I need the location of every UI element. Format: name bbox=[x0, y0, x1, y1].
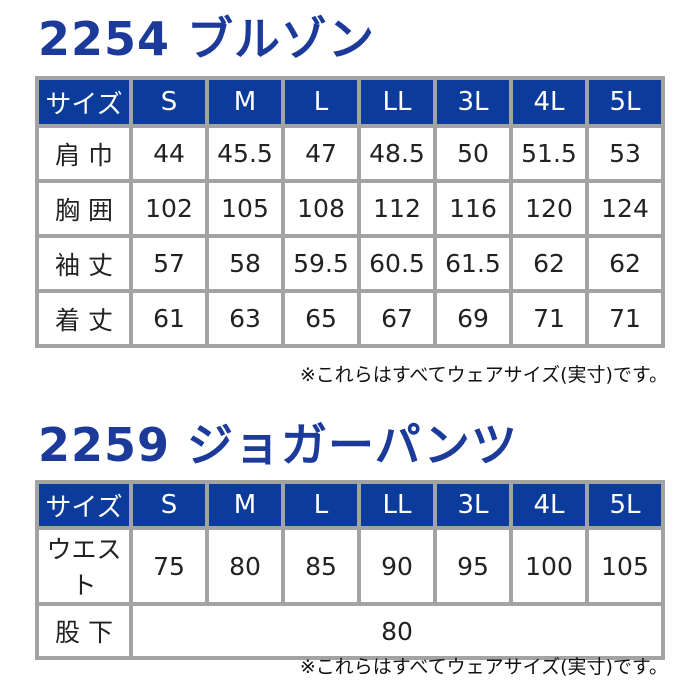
table-row: 着 丈 61 63 65 67 69 71 71 bbox=[35, 289, 665, 348]
value-cell: 59.5 bbox=[281, 234, 361, 293]
table-row: 股 下 80 bbox=[35, 602, 665, 660]
value-cell: 112 bbox=[357, 179, 437, 238]
header-cell: サイズ bbox=[35, 480, 133, 530]
value-cell: 71 bbox=[585, 289, 665, 348]
row-label: ウエスト bbox=[35, 526, 133, 606]
header-cell: 3L bbox=[433, 480, 513, 530]
header-cell: M bbox=[205, 76, 285, 128]
table-row: 胸 囲 102 105 108 112 116 120 124 bbox=[35, 179, 665, 238]
header-cell: 5L bbox=[585, 76, 665, 128]
header-cell: L bbox=[281, 76, 361, 128]
value-cell: 50 bbox=[433, 124, 513, 183]
size-table-2259: サイズ S M L LL 3L 4L 5L ウエスト 75 80 85 90 95 100 105 股 下 80 bbox=[35, 480, 665, 660]
value-cell: 69 bbox=[433, 289, 513, 348]
value-cell: 65 bbox=[281, 289, 361, 348]
size-note: ※これらはすべてウェアサイズ(実寸)です。 bbox=[299, 656, 668, 678]
header-cell: 5L bbox=[585, 480, 665, 530]
size-note: ※これらはすべてウェアサイズ(実寸)です。 bbox=[299, 364, 668, 386]
value-cell: 61 bbox=[129, 289, 209, 348]
value-cell: 75 bbox=[129, 526, 209, 606]
table-row: 肩 巾 44 45.5 47 48.5 50 51.5 53 bbox=[35, 124, 665, 183]
header-cell: L bbox=[281, 480, 361, 530]
value-cell: 53 bbox=[585, 124, 665, 183]
size-table-2254: サイズ S M L LL 3L 4L 5L 肩 巾 44 45.5 47 48.5 50 51.5 53 胸 囲… bbox=[35, 76, 665, 348]
value-cell: 45.5 bbox=[205, 124, 285, 183]
row-label: 着 丈 bbox=[35, 289, 133, 348]
value-cell: 57 bbox=[129, 234, 209, 293]
value-cell: 124 bbox=[585, 179, 665, 238]
value-cell: 105 bbox=[585, 526, 665, 606]
header-cell: 4L bbox=[509, 76, 589, 128]
value-cell: 85 bbox=[281, 526, 361, 606]
value-cell: 51.5 bbox=[509, 124, 589, 183]
value-cell: 62 bbox=[509, 234, 589, 293]
value-cell: 60.5 bbox=[357, 234, 437, 293]
row-label: 袖 丈 bbox=[35, 234, 133, 293]
value-cell: 120 bbox=[509, 179, 589, 238]
value-cell: 90 bbox=[357, 526, 437, 606]
value-cell: 63 bbox=[205, 289, 285, 348]
value-cell: 58 bbox=[205, 234, 285, 293]
value-cell: 61.5 bbox=[433, 234, 513, 293]
table-row: 袖 丈 57 58 59.5 60.5 61.5 62 62 bbox=[35, 234, 665, 293]
value-cell: 71 bbox=[509, 289, 589, 348]
product-title-2254: 2254 ブルゾン bbox=[38, 12, 376, 66]
table-row: ウエスト 75 80 85 90 95 100 105 bbox=[35, 526, 665, 606]
header-cell: LL bbox=[357, 480, 437, 530]
header-row: サイズ S M L LL 3L 4L 5L bbox=[35, 480, 665, 530]
value-cell: 116 bbox=[433, 179, 513, 238]
value-cell: 95 bbox=[433, 526, 513, 606]
value-cell: 62 bbox=[585, 234, 665, 293]
row-label: 股 下 bbox=[35, 602, 133, 660]
header-cell: S bbox=[129, 76, 209, 128]
value-cell: 105 bbox=[205, 179, 285, 238]
header-cell: S bbox=[129, 480, 209, 530]
value-cell: 67 bbox=[357, 289, 437, 348]
product-title-2259: 2259 ジョガーパンツ bbox=[38, 418, 518, 472]
value-cell: 108 bbox=[281, 179, 361, 238]
value-cell: 80 bbox=[129, 602, 665, 660]
row-label: 肩 巾 bbox=[35, 124, 133, 183]
header-cell: サイズ bbox=[35, 76, 133, 128]
value-cell: 48.5 bbox=[357, 124, 437, 183]
value-cell: 47 bbox=[281, 124, 361, 183]
value-cell: 44 bbox=[129, 124, 209, 183]
header-cell: M bbox=[205, 480, 285, 530]
value-cell: 100 bbox=[509, 526, 589, 606]
header-row: サイズ S M L LL 3L 4L 5L bbox=[35, 76, 665, 128]
header-cell: 4L bbox=[509, 480, 589, 530]
value-cell: 80 bbox=[205, 526, 285, 606]
header-cell: 3L bbox=[433, 76, 513, 128]
header-cell: LL bbox=[357, 76, 437, 128]
row-label: 胸 囲 bbox=[35, 179, 133, 238]
value-cell: 102 bbox=[129, 179, 209, 238]
